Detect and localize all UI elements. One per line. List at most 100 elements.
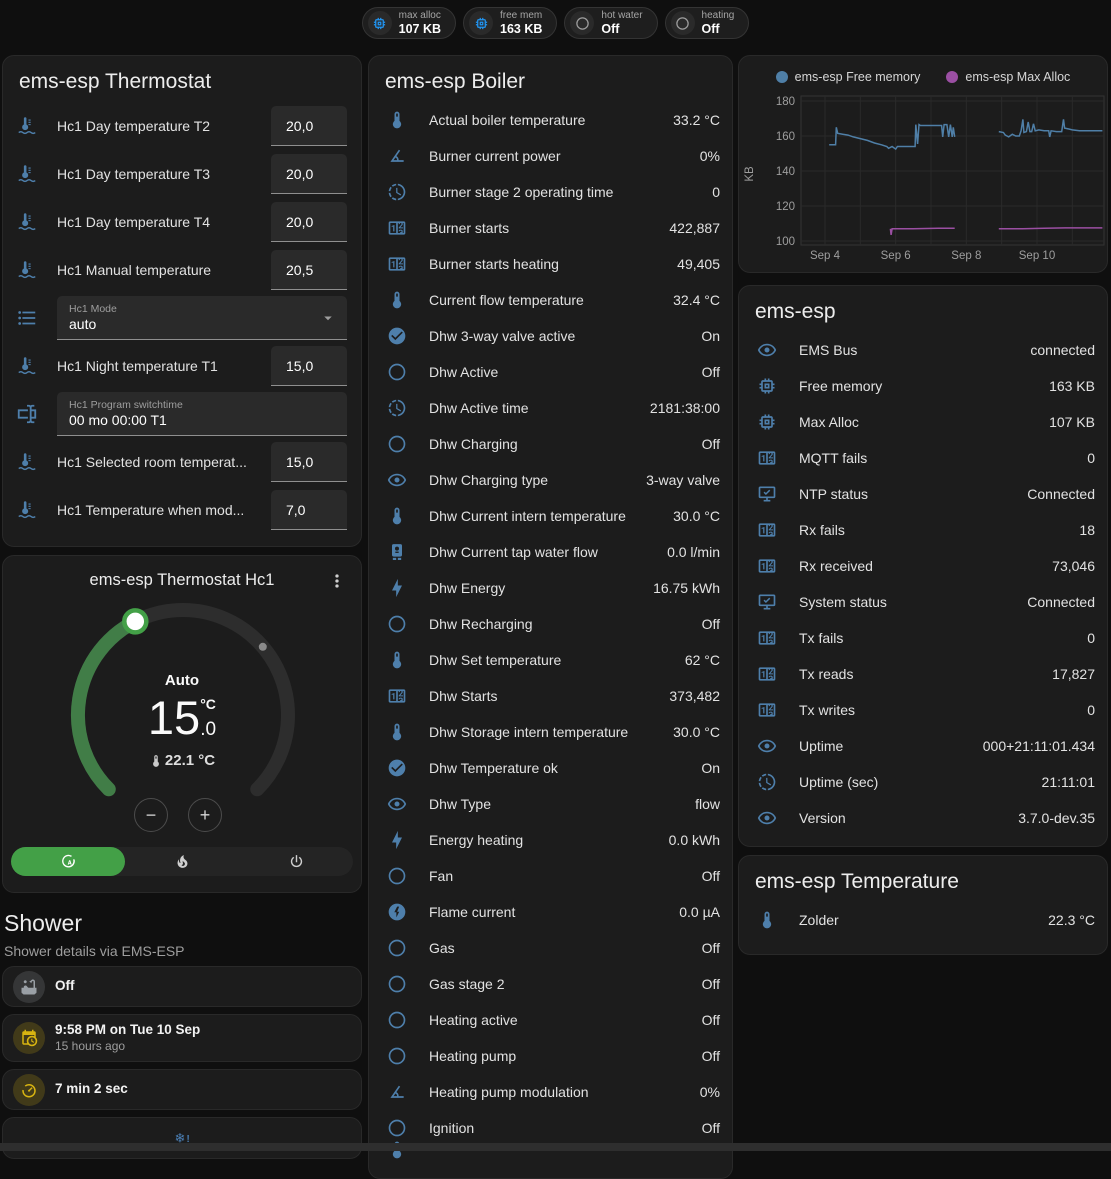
entity-row-dhw-temperature-ok[interactable]: Dhw Temperature ok On xyxy=(383,750,720,786)
legend-item-ems-esp-free-memory[interactable]: ems-esp Free memory xyxy=(775,70,920,84)
entity-row-rx-received[interactable]: Rx received 73,046 xyxy=(753,548,1095,584)
row-icon-wrap xyxy=(753,412,781,432)
entity-value: 30.0 °C xyxy=(673,724,720,740)
entity-row-dhw-energy[interactable]: Dhw Energy 16.75 kWh xyxy=(383,570,720,606)
entity-label: Burner starts xyxy=(429,220,510,236)
entity-row-rx-fails[interactable]: Rx fails 18 xyxy=(753,512,1095,548)
entity-row-max-alloc[interactable]: Max Alloc 107 KB xyxy=(753,404,1095,440)
badge-heating[interactable]: heating Off xyxy=(664,7,750,39)
shower-tile-snowflake-alert[interactable]: ❄! xyxy=(2,1117,362,1159)
hvac-mode-power-button[interactable] xyxy=(239,847,353,876)
entity-row-gas[interactable]: Gas Off xyxy=(383,930,720,966)
entity-row-current-flow-temperature[interactable]: Current flow temperature 32.4 °C xyxy=(383,282,720,318)
target-temp-unit: °C xyxy=(200,696,216,712)
thermostat-dial[interactable] xyxy=(53,585,313,835)
entity-row-gas-stage-2[interactable]: Gas stage 2 Off xyxy=(383,966,720,1002)
row-icon-wrap xyxy=(383,1010,411,1030)
input-value: auto xyxy=(69,316,97,332)
entity-row-dhw-charging-type[interactable]: Dhw Charging type 3-way valve xyxy=(383,462,720,498)
hvac-mode-thermostat-auto-button[interactable] xyxy=(11,847,125,876)
entity-row-actual-boiler-temperature[interactable]: Actual boiler temperature 33.2 °C xyxy=(383,102,720,138)
badge-icon-wrap xyxy=(670,11,695,35)
entity-row-system-status[interactable]: System status Connected xyxy=(753,584,1095,620)
entity-row-energy-heating[interactable]: Energy heating 0.0 kWh xyxy=(383,822,720,858)
config-row-hc1-mode[interactable]: Hc1 Mode auto xyxy=(9,294,347,342)
config-row-hc1-night-temperature-t1[interactable]: Hc1 Night temperature T1 15,0 xyxy=(9,342,347,390)
entity-label: Heating active xyxy=(429,1012,518,1028)
entity-row-dhw-active[interactable]: Dhw Active Off xyxy=(383,354,720,390)
config-row-hc1-manual-temperature[interactable]: Hc1 Manual temperature 20,5 xyxy=(9,246,347,294)
number-input[interactable]: 20,0 xyxy=(271,202,347,242)
entity-row-uptime[interactable]: Uptime 000+21:11:01.434 xyxy=(753,728,1095,764)
number-input[interactable]: 20,5 xyxy=(271,250,347,290)
config-row-hc1-program-switchtime[interactable]: Hc1 Program switchtime 00 mo 00:00 T1 xyxy=(9,390,347,438)
temp-increase-button[interactable]: + xyxy=(188,798,222,832)
select-input[interactable]: Hc1 Mode auto xyxy=(57,296,347,340)
shower-tile-calendar-clock[interactable]: 9:58 PM on Tue 10 Sep 15 hours ago xyxy=(2,1014,362,1062)
config-row-hc1-day-temperature-t4[interactable]: Hc1 Day temperature T4 20,0 xyxy=(9,198,347,246)
entity-row-version[interactable]: Version 3.7.0-dev.35 xyxy=(753,800,1095,836)
dial-target-knob[interactable] xyxy=(122,608,149,635)
entity-row-zolder[interactable]: Zolder 22.3 °C xyxy=(753,902,1095,938)
text-input[interactable]: Hc1 Program switchtime 00 mo 00:00 T1 xyxy=(57,392,347,436)
entity-label: Dhw 3-way valve active xyxy=(429,328,576,344)
entity-row-dhw-starts[interactable]: Dhw Starts 373,482 xyxy=(383,678,720,714)
entity-row-dhw-recharging[interactable]: Dhw Recharging Off xyxy=(383,606,720,642)
entity-row-fan[interactable]: Fan Off xyxy=(383,858,720,894)
entity-row-burner-starts-heating[interactable]: Burner starts heating 49,405 xyxy=(383,246,720,282)
entity-row-heating-active[interactable]: Heating active Off xyxy=(383,1002,720,1038)
row-icon-wrap xyxy=(9,499,45,521)
entity-row-uptime-sec[interactable]: Uptime (sec) 21:11:01 xyxy=(753,764,1095,800)
badge-max-alloc[interactable]: max alloc 107 KB xyxy=(361,7,457,39)
config-row-hc1-selected-room-temperat[interactable]: Hc1 Selected room temperat... 15,0 xyxy=(9,438,347,486)
number-input[interactable]: 20,0 xyxy=(271,106,347,146)
temp-decrease-button[interactable]: − xyxy=(134,798,168,832)
tile-icon-wrap xyxy=(13,1073,45,1106)
more-options-icon[interactable] xyxy=(327,571,347,591)
entity-row-dhw-3-way-valve-active[interactable]: Dhw 3-way valve active On xyxy=(383,318,720,354)
form-textbox-icon xyxy=(17,404,37,424)
entity-row-ignition[interactable]: Ignition Off xyxy=(383,1110,720,1146)
entity-row-dhw-current-tap-water-flow[interactable]: Dhw Current tap water flow 0.0 l/min xyxy=(383,534,720,570)
shower-tiles: Off 9:58 PM on Tue 10 Sep 15 hours ago 7 mi… xyxy=(2,966,362,1159)
entity-row-dhw-storage-intern-temperature[interactable]: Dhw Storage intern temperature 30.0 °C xyxy=(383,714,720,750)
entity-row-dhw-type[interactable]: Dhw Type flow xyxy=(383,786,720,822)
entity-value: 32.4 °C xyxy=(673,292,720,308)
dial-active-arc xyxy=(70,614,143,797)
shower-tile-av-timer[interactable]: 7 min 2 sec xyxy=(2,1069,362,1110)
entity-value: Off xyxy=(701,616,720,632)
shower-tile-bathtub[interactable]: Off xyxy=(2,966,362,1007)
entity-row-free-memory[interactable]: Free memory 163 KB xyxy=(753,368,1095,404)
entity-row-dhw-charging[interactable]: Dhw Charging Off xyxy=(383,426,720,462)
entity-row-tx-reads[interactable]: Tx reads 17,827 xyxy=(753,656,1095,692)
entity-row-tx-fails[interactable]: Tx fails 0 xyxy=(753,620,1095,656)
number-input[interactable]: 7,0 xyxy=(271,490,347,530)
config-row-hc1-day-temperature-t2[interactable]: Hc1 Day temperature T2 20,0 xyxy=(9,102,347,150)
badge-free-mem[interactable]: free mem 163 KB xyxy=(463,7,558,39)
entity-row-heating-pump-modulation[interactable]: Heating pump modulation 0% xyxy=(383,1074,720,1110)
hvac-mode-fire-button[interactable] xyxy=(125,847,239,876)
config-row-hc1-temperature-when-mod[interactable]: Hc1 Temperature when mod... 7,0 xyxy=(9,486,347,534)
entity-row-burner-stage-2-operating-time[interactable]: Burner stage 2 operating time 0 xyxy=(383,174,720,210)
entity-row-heating-pump[interactable]: Heating pump Off xyxy=(383,1038,720,1074)
entity-row-burner-starts[interactable]: Burner starts 422,887 xyxy=(383,210,720,246)
number-input[interactable]: 15,0 xyxy=(271,346,347,386)
config-row-hc1-day-temperature-t3[interactable]: Hc1 Day temperature T3 20,0 xyxy=(9,150,347,198)
fire-icon xyxy=(177,855,187,868)
legend-item-ems-esp-max-alloc[interactable]: ems-esp Max Alloc xyxy=(946,70,1070,84)
tile-icon-wrap xyxy=(13,1022,45,1054)
entity-row-tx-writes[interactable]: Tx writes 0 xyxy=(753,692,1095,728)
entity-row-dhw-set-temperature[interactable]: Dhw Set temperature 62 °C xyxy=(383,642,720,678)
badge-hot-water[interactable]: hot water Off xyxy=(564,7,658,39)
entity-row-ntp-status[interactable]: NTP status Connected xyxy=(753,476,1095,512)
entity-row-burner-current-power[interactable]: Burner current power 0% xyxy=(383,138,720,174)
number-input[interactable]: 15,0 xyxy=(271,442,347,482)
row-icon-wrap xyxy=(753,910,781,930)
entity-row-dhw-active-time[interactable]: Dhw Active time 2181:38:00 xyxy=(383,390,720,426)
entity-row-ems-bus[interactable]: EMS Bus connected xyxy=(753,332,1095,368)
entity-row-mqtt-fails[interactable]: MQTT fails 0 xyxy=(753,440,1095,476)
entity-row-dhw-current-intern-temperature[interactable]: Dhw Current intern temperature 30.0 °C xyxy=(383,498,720,534)
entity-row-flame-current[interactable]: Flame current 0.0 µA xyxy=(383,894,720,930)
tile-icon-wrap: ❄! xyxy=(173,1129,191,1147)
number-input[interactable]: 20,0 xyxy=(271,154,347,194)
